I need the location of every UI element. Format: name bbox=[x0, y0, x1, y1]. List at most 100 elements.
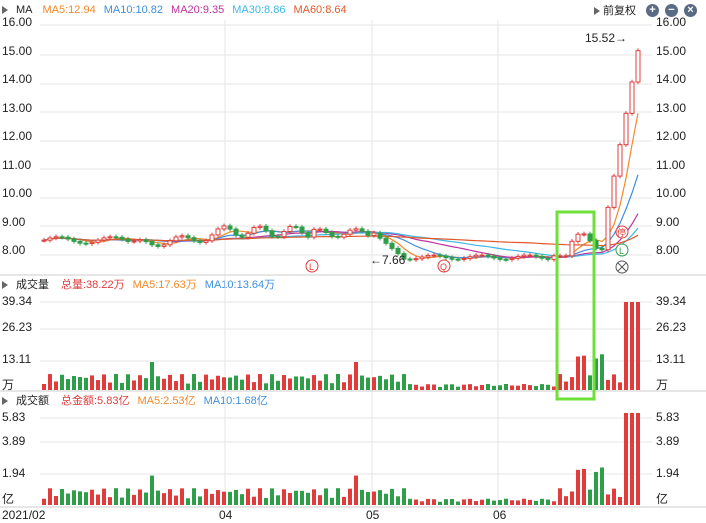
collapse-triangle-icon[interactable] bbox=[2, 397, 8, 405]
candle-body bbox=[95, 239, 101, 243]
volume-bar bbox=[96, 380, 100, 390]
zoom-in-icon[interactable]: + bbox=[646, 4, 659, 17]
zoom-out-icon[interactable]: − bbox=[665, 4, 678, 17]
candle-body bbox=[125, 238, 131, 242]
volume-bar bbox=[564, 381, 568, 390]
volume-bar bbox=[618, 382, 622, 390]
amount-bar bbox=[108, 497, 112, 505]
volume-bar bbox=[84, 377, 88, 390]
close-panel-icon[interactable]: × bbox=[684, 4, 697, 17]
amount-total: 总金额:5.83亿 bbox=[61, 395, 130, 407]
amount-bar bbox=[258, 488, 262, 505]
volume-bar bbox=[552, 386, 556, 390]
amount-bar bbox=[564, 496, 568, 505]
volume-bar bbox=[168, 374, 172, 390]
candle-body bbox=[587, 233, 593, 242]
amount-bar bbox=[342, 496, 346, 505]
candle-body bbox=[215, 228, 221, 236]
volume-bar bbox=[192, 374, 196, 390]
volume-bar bbox=[324, 374, 328, 390]
candle-body bbox=[329, 232, 335, 237]
amount-bar bbox=[534, 500, 538, 505]
collapse-triangle-icon[interactable] bbox=[2, 6, 8, 14]
price-tick: 14.00 bbox=[2, 72, 33, 86]
amount-bar bbox=[432, 499, 436, 505]
volume-bar bbox=[486, 384, 490, 390]
marker-zt-icon: 停 bbox=[615, 225, 629, 239]
candle-body bbox=[275, 235, 281, 238]
amount-bar bbox=[558, 488, 562, 505]
amount-bar bbox=[390, 488, 394, 505]
amount-bar bbox=[240, 494, 244, 505]
amount-bar bbox=[594, 471, 598, 505]
amount-bar bbox=[348, 488, 352, 505]
volume-bar bbox=[468, 384, 472, 390]
candle-body bbox=[611, 175, 617, 208]
adjust-dropdown[interactable]: 前复权 bbox=[592, 2, 636, 18]
amount-bar bbox=[444, 499, 448, 505]
amount-bar bbox=[96, 494, 100, 505]
amount-bar bbox=[102, 488, 106, 505]
candle-body bbox=[563, 255, 569, 258]
candle-body bbox=[341, 233, 347, 238]
candle-body bbox=[413, 258, 419, 261]
amount-bar bbox=[384, 493, 388, 505]
volume-bar bbox=[414, 384, 418, 390]
volume-bar bbox=[300, 376, 304, 390]
candle-body bbox=[179, 235, 185, 238]
volume-bar bbox=[354, 362, 358, 390]
candle-body bbox=[221, 225, 227, 230]
amount-tick: 1.94 bbox=[2, 466, 26, 480]
amount-tick: 3.89 bbox=[2, 434, 26, 448]
marker-L2-icon: L bbox=[615, 243, 629, 257]
amount-bar bbox=[174, 495, 178, 505]
price-tick: 9.00 bbox=[656, 215, 680, 229]
x-tick: 06 bbox=[493, 508, 507, 522]
ma10-label: MA10:10.82 bbox=[103, 4, 164, 16]
price-legend: MA MA5:12.94 MA10:10.82 MA20:9.35 MA30:8.86 M… bbox=[0, 0, 706, 20]
amount-bar bbox=[402, 488, 406, 505]
price-tick: 11.00 bbox=[656, 158, 686, 172]
candle-body bbox=[71, 238, 77, 242]
amount-bar bbox=[378, 490, 382, 505]
amount-bar bbox=[354, 475, 358, 505]
volume-title: 成交量 bbox=[16, 279, 49, 291]
amount-bar bbox=[234, 489, 238, 505]
candle-body bbox=[281, 231, 287, 238]
volume-bar bbox=[294, 376, 298, 390]
volume-unit: 万 bbox=[656, 378, 669, 392]
volume-bar bbox=[264, 383, 268, 390]
amount-bar bbox=[312, 489, 316, 505]
amount-title: 成交额 bbox=[16, 395, 49, 407]
volume-bar bbox=[390, 374, 394, 390]
amount-bar bbox=[552, 501, 556, 505]
amount-bar bbox=[588, 489, 592, 505]
candle-body bbox=[383, 237, 389, 244]
amount-bar bbox=[456, 501, 460, 505]
price-tick: 13.00 bbox=[656, 101, 687, 115]
volume-bar bbox=[384, 379, 388, 390]
candle-body bbox=[143, 239, 149, 243]
amount-bar bbox=[192, 488, 196, 505]
volume-bar bbox=[78, 377, 82, 390]
svg-text:L: L bbox=[619, 246, 624, 256]
amount-bar bbox=[156, 490, 160, 505]
collapse-triangle-icon[interactable] bbox=[2, 281, 8, 289]
x-tick: 04 bbox=[219, 508, 233, 522]
candle-body bbox=[41, 239, 47, 242]
volume-bar bbox=[528, 385, 532, 390]
amount-tick: 3.89 bbox=[656, 434, 680, 448]
candle-body bbox=[371, 232, 377, 236]
candle-body bbox=[89, 241, 95, 245]
candle-body bbox=[47, 237, 53, 241]
volume-tick: 39.34 bbox=[2, 294, 33, 308]
volume-bar bbox=[624, 302, 628, 390]
amount-bar bbox=[504, 498, 508, 505]
candle-body bbox=[245, 232, 251, 238]
amount-bar bbox=[162, 493, 166, 505]
svg-text:L: L bbox=[309, 262, 314, 272]
price-tick: 10.00 bbox=[656, 186, 687, 200]
high-annotation: 15.52→ bbox=[585, 31, 627, 45]
candle-body bbox=[401, 253, 407, 260]
